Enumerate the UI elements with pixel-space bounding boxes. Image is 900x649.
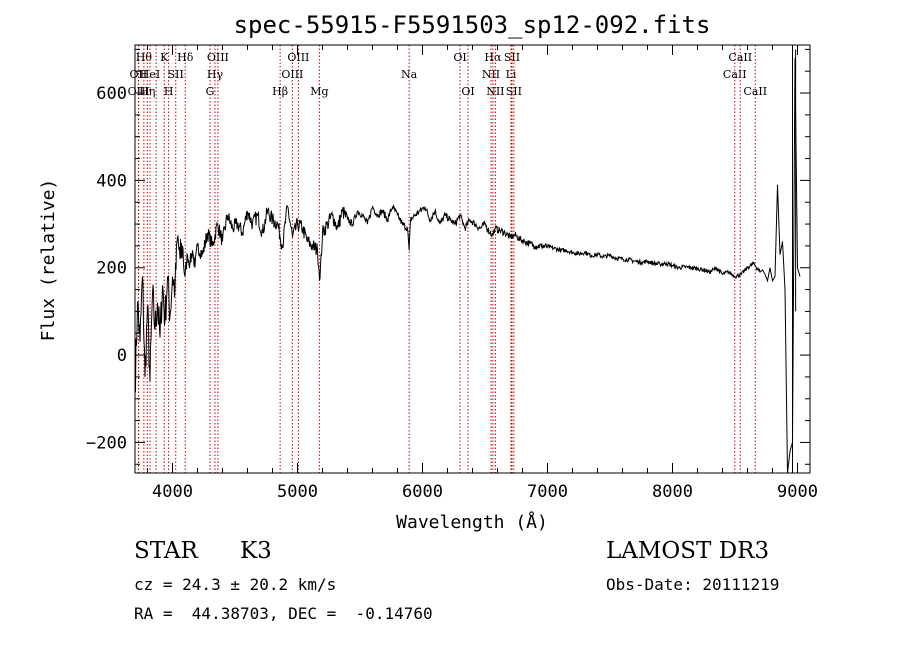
line-label-8: SII — [168, 68, 184, 81]
line-label-10: G — [206, 85, 215, 98]
line-label-13: Hβ — [272, 85, 288, 98]
line-label-11: Hγ — [207, 68, 224, 81]
object-class: STAR — [134, 538, 198, 564]
line-label-16: Mg — [310, 85, 328, 98]
x-axis-label: Wavelength (Å) — [396, 511, 548, 533]
line-label-2: Hθ — [136, 51, 153, 64]
chart-title: spec-55915-F5591503_sp12-092.fits — [234, 11, 711, 39]
line-label-20: NII — [482, 68, 500, 81]
x-tick-label-2: 6000 — [402, 482, 443, 502]
line-label-24: SII — [504, 51, 520, 64]
line-label-14: OIII — [281, 68, 303, 81]
line-label-4: HeI — [140, 68, 160, 81]
line-label-27: CaII — [728, 51, 752, 64]
redshift-cz: cz = 24.3 ± 20.2 km/s — [134, 575, 337, 594]
line-label-7: H — [164, 85, 174, 98]
plot-area: OIIOIIIHθHηHeIKHSIIHδGHγOIIIHβOIIIOIIIMg… — [86, 44, 818, 502]
line-label-21: Hα — [484, 51, 502, 64]
line-label-26: CaII — [723, 68, 747, 81]
y-tick-label-4: 600 — [96, 84, 127, 104]
y-axis-label: Flux (relative) — [38, 179, 59, 342]
line-label-12: OIII — [207, 51, 229, 64]
line-label-25: SII — [506, 85, 522, 98]
ra-dec: RA = 44.38703, DEC = -0.14760 — [134, 604, 433, 623]
obs-date: Obs-Date: 20111219 — [606, 575, 780, 594]
y-tick-label-2: 200 — [96, 259, 127, 279]
survey-name: LAMOST DR3 — [606, 538, 770, 564]
line-label-17: Na — [401, 68, 418, 81]
object-subclass: K3 — [240, 538, 272, 564]
y-tick-label-3: 400 — [96, 171, 127, 191]
line-label-19: OI — [461, 85, 474, 98]
line-label-6: K — [160, 51, 169, 64]
y-tick-label-0: −200 — [86, 433, 127, 453]
x-tick-label-1: 5000 — [277, 482, 318, 502]
y-tick-label-1: 0 — [117, 346, 127, 366]
line-label-18: OI — [453, 51, 466, 64]
line-label-28: CaII — [743, 85, 767, 98]
x-tick-label-3: 7000 — [527, 482, 568, 502]
line-label-15: OIII — [287, 51, 309, 64]
line-label-22: NII — [486, 85, 504, 98]
spectrum-line — [135, 58, 801, 473]
x-tick-label-5: 9000 — [777, 482, 818, 502]
line-label-3: Hη — [139, 85, 155, 98]
x-tick-label-4: 8000 — [652, 482, 693, 502]
line-label-9: Hδ — [177, 51, 194, 64]
line-label-23: Li — [506, 68, 517, 81]
plot-frame — [134, 44, 811, 474]
x-tick-label-0: 4000 — [152, 482, 193, 502]
